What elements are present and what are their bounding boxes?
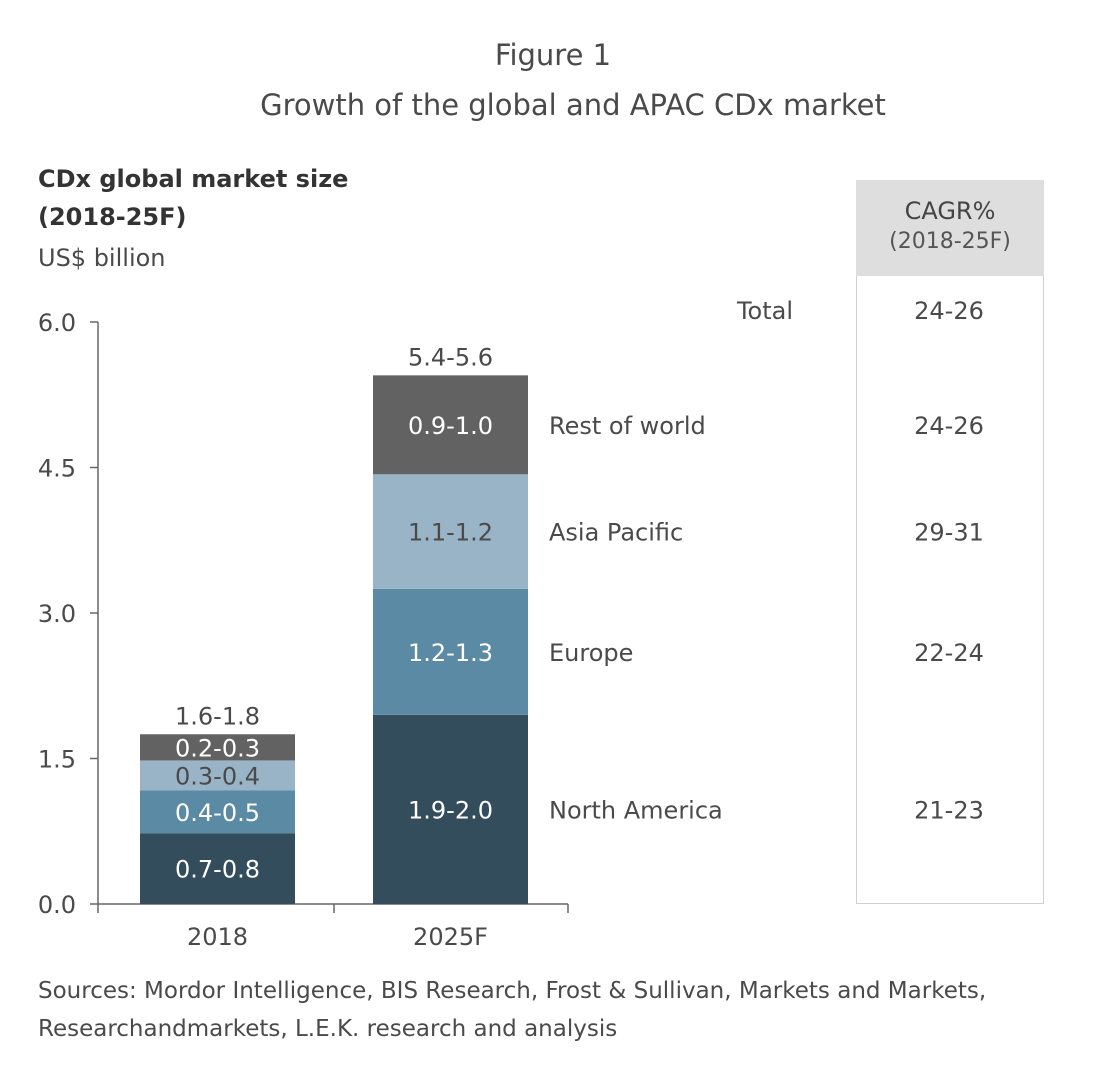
data-label: 0.4-0.5 xyxy=(175,799,260,827)
y-tick-label: 0.0 xyxy=(38,891,76,919)
x-tick-label: 2018 xyxy=(187,923,248,951)
bar-segment-north-america xyxy=(373,714,528,904)
sources-note: Sources: Mordor Intelligence, BIS Resear… xyxy=(38,978,987,1004)
total-row-label: Total xyxy=(736,297,793,325)
x-tick-label: 2025F xyxy=(413,923,488,951)
bar-segment-europe xyxy=(373,588,528,715)
data-label: 1.2-1.3 xyxy=(408,639,493,667)
data-label: 1.9-2.0 xyxy=(408,796,493,824)
sources-note-2: Researchandmarkets, L.E.K. research and … xyxy=(38,1016,618,1042)
cagr-value: 24-26 xyxy=(914,412,984,440)
cagr-column xyxy=(856,276,1044,904)
cagr-value: 29-31 xyxy=(914,519,984,547)
series-label: Europe xyxy=(549,639,633,667)
bar-segment-asia-pacific xyxy=(140,760,295,791)
cagr-value: 21-23 xyxy=(914,796,984,824)
bar-segment-north-america xyxy=(140,833,295,904)
total-label: 5.4-5.6 xyxy=(408,343,493,371)
total-cagr-value: 24-26 xyxy=(914,297,984,325)
data-label: 1.1-1.2 xyxy=(408,519,493,547)
y-tick-label: 1.5 xyxy=(38,746,76,774)
y-axis-unit: US$ billion xyxy=(38,244,166,272)
bar-segment-europe xyxy=(140,790,295,834)
y-tick-label: 3.0 xyxy=(38,600,76,628)
bar-segment-rest-of-world xyxy=(373,375,528,475)
y-axis-label-period: (2018-25F) xyxy=(38,203,187,231)
data-label: 0.7-0.8 xyxy=(175,856,260,884)
bar-segment-rest-of-world xyxy=(140,734,295,761)
data-label: 0.9-1.0 xyxy=(408,412,493,440)
cagr-value: 22-24 xyxy=(914,639,984,667)
y-tick-label: 4.5 xyxy=(38,455,76,483)
data-label: 0.3-0.4 xyxy=(175,762,260,790)
data-label: 0.2-0.3 xyxy=(175,734,260,762)
cagr-header: CAGR% (2018-25F) xyxy=(856,180,1044,276)
cagr-header-period: (2018-25F) xyxy=(889,229,1011,254)
y-tick-label: 6.0 xyxy=(38,309,76,337)
figure-label: Figure 1 xyxy=(494,38,612,72)
series-label: Asia Pacific xyxy=(549,519,683,547)
y-axis-label: CDx global market size xyxy=(38,165,349,193)
cagr-header-title: CAGR% xyxy=(904,197,996,225)
series-label: North America xyxy=(549,796,723,824)
series-label: Rest of world xyxy=(549,412,706,440)
chart-title: Growth of the global and APAC CDx market xyxy=(260,88,886,122)
total-label: 1.6-1.8 xyxy=(175,702,260,730)
bar-segment-asia-pacific xyxy=(373,474,528,589)
